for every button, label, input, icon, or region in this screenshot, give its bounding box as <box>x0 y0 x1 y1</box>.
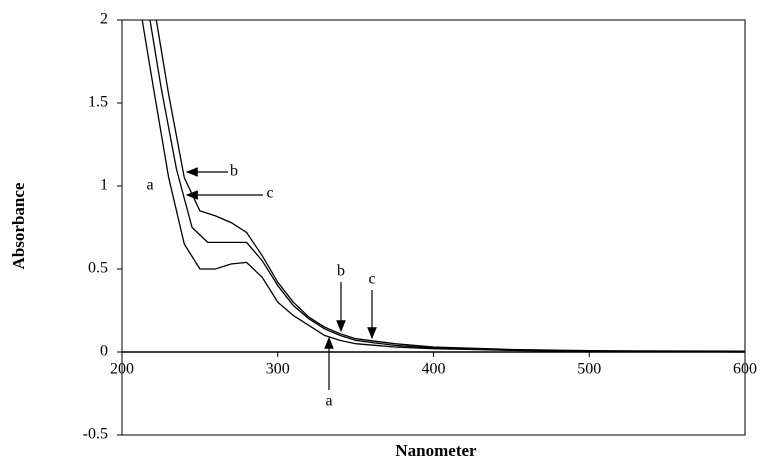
x-tick-label: 400 <box>422 361 446 378</box>
y-tick-label: 1 <box>100 177 108 194</box>
y-axis-title: Absorbance <box>9 182 28 269</box>
y-tick-label: 0 <box>100 343 108 360</box>
x-tick-label: 200 <box>110 361 134 378</box>
series-annotation: a <box>146 177 153 194</box>
x-tick-label: 300 <box>266 361 290 378</box>
data-line <box>141 19 746 353</box>
y-tick-label: -0.5 <box>83 426 108 443</box>
x-tick-label: 500 <box>577 361 601 378</box>
series-annotation: b <box>337 263 345 280</box>
series-annotation: b <box>230 163 238 180</box>
data-line <box>155 19 746 352</box>
series-annotation: c <box>368 271 375 288</box>
x-tick-label: 600 <box>733 361 757 378</box>
data-line <box>149 19 746 353</box>
x-axis-title: Nanometer <box>395 441 477 460</box>
y-tick-label: 2 <box>100 11 108 28</box>
y-tick-label: 1.5 <box>88 94 108 111</box>
y-tick-label: 0.5 <box>88 260 108 277</box>
plot-frame <box>121 19 746 436</box>
series-annotation: c <box>266 185 273 202</box>
series-annotation: a <box>325 393 332 410</box>
